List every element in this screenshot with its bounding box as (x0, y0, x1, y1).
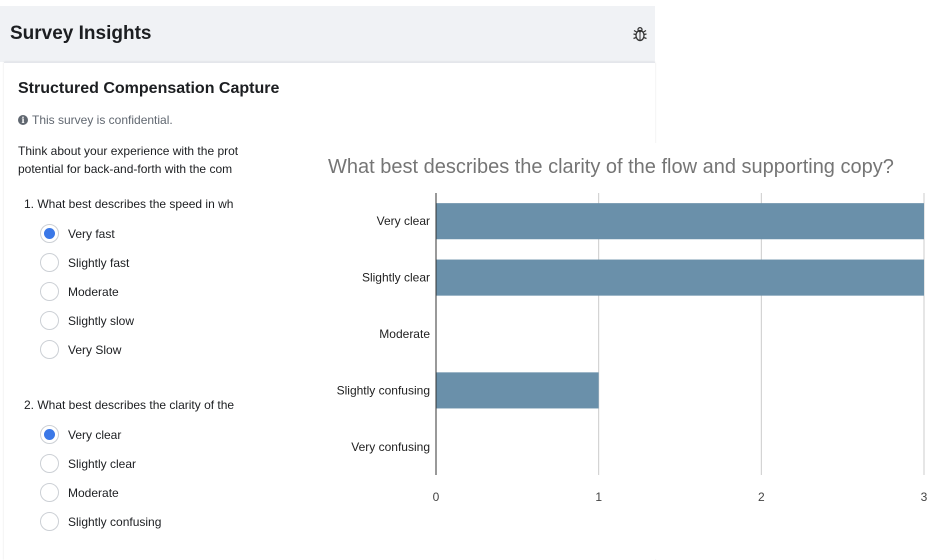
radio-button[interactable] (40, 512, 59, 531)
q1-option-slightly-slow[interactable]: Slightly slow (40, 311, 134, 330)
x-tick-label: 2 (758, 490, 765, 504)
category-label: Slightly clear (362, 271, 430, 285)
question-1-title: 1. What best describes the speed in wh (24, 197, 234, 211)
q2-option-moderate[interactable]: Moderate (40, 483, 119, 502)
radio-button[interactable] (40, 224, 59, 243)
q2-option-very-clear[interactable]: Very clear (40, 425, 121, 444)
q1-option-very-slow[interactable]: Very Slow (40, 340, 121, 359)
chart-panel: What best describes the clarity of the f… (250, 143, 949, 559)
option-label: Slightly confusing (68, 514, 162, 529)
q1-option-very-fast[interactable]: Very fast (40, 224, 115, 243)
radio-button[interactable] (40, 454, 59, 473)
q2-option-slightly-confusing[interactable]: Slightly confusing (40, 512, 161, 531)
q2-option-slightly-clear[interactable]: Slightly clear (40, 454, 136, 473)
x-tick-label: 1 (595, 490, 602, 504)
survey-intro: Think about your experience with the pro… (18, 142, 248, 178)
q1-option-moderate[interactable]: Moderate (40, 282, 119, 301)
bug-icon[interactable] (633, 26, 647, 42)
option-label: Slightly clear (68, 456, 137, 471)
option-label: Moderate (68, 284, 119, 299)
option-label: Slightly fast (68, 255, 130, 270)
option-label: Slightly slow (68, 313, 135, 328)
survey-title: Structured Compensation Capture (18, 80, 280, 97)
bar (436, 259, 924, 296)
radio-button[interactable] (40, 282, 59, 301)
option-label: Very fast (68, 226, 115, 241)
app-header: Survey Insights (0, 6, 655, 62)
radio-button[interactable] (40, 483, 59, 502)
bar-chart: 0 1 2 3 Very clear Slightly clear Moderate Slig… (337, 193, 928, 504)
category-label: Moderate (379, 327, 430, 341)
option-label: Very Slow (68, 342, 122, 357)
category-label: Slightly confusing (337, 383, 430, 397)
intro-line: potential for back-and-forth with the co… (18, 162, 233, 176)
intro-line: Think about your experience with the pro… (18, 144, 239, 158)
option-label: Very clear (68, 427, 122, 442)
category-label: Very confusing (351, 440, 430, 454)
info-icon: i (18, 115, 28, 125)
radio-button[interactable] (40, 311, 59, 330)
confidential-note: i This survey is confidential. (18, 113, 173, 127)
option-label: Moderate (68, 485, 119, 500)
x-tick-label: 3 (921, 490, 928, 504)
category-label: Very clear (377, 214, 430, 228)
app-title: Survey Insights (10, 23, 152, 44)
bar (436, 372, 599, 409)
radio-button[interactable] (40, 340, 59, 359)
chart-title: What best describes the clarity of the f… (328, 156, 894, 178)
bar (436, 203, 924, 240)
q1-option-slightly-fast[interactable]: Slightly fast (40, 253, 129, 272)
confidential-text: This survey is confidential. (32, 113, 173, 127)
radio-button[interactable] (40, 253, 59, 272)
x-tick-label: 0 (433, 490, 440, 504)
radio-button[interactable] (40, 425, 59, 444)
question-2-title: 2. What best describes the clarity of th… (24, 398, 235, 412)
